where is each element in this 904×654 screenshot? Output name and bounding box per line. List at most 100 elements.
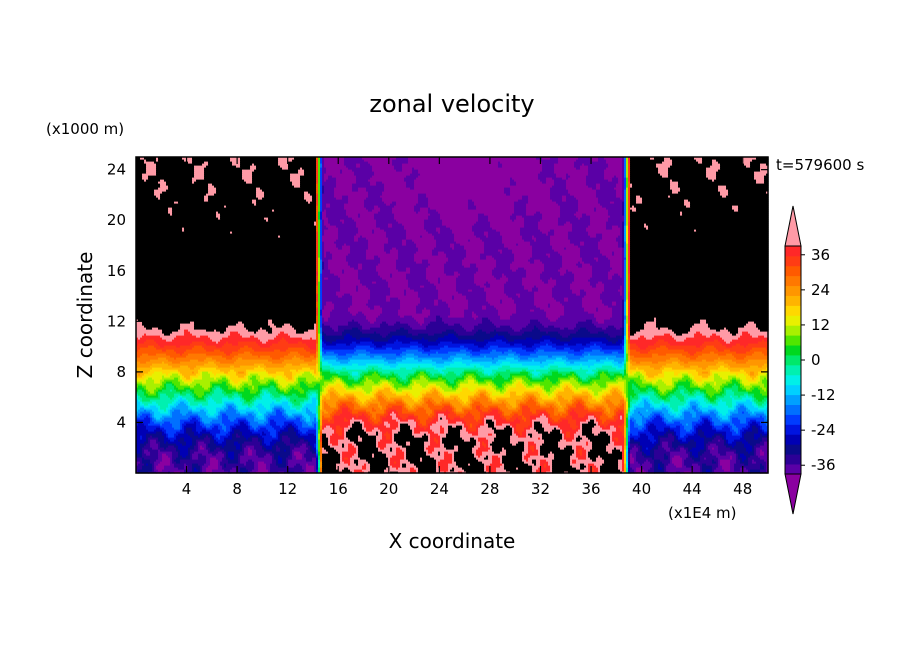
field-cell [318, 397, 321, 400]
field-cell [524, 455, 531, 458]
field-cell [558, 391, 575, 394]
field-cell [560, 383, 565, 386]
field-cell [254, 395, 261, 398]
field-cell [322, 459, 341, 462]
field-cell [318, 457, 321, 460]
field-cell [192, 407, 197, 410]
field-cell [482, 441, 485, 444]
field-cell [624, 381, 627, 384]
field-cell [322, 433, 327, 436]
field-cell [228, 435, 233, 438]
field-cell [270, 431, 277, 434]
field-cell [476, 443, 481, 446]
field-cell [158, 445, 161, 448]
field-cell [414, 463, 437, 466]
field-cell [244, 397, 253, 400]
field-cell [344, 457, 349, 460]
field-cell [582, 433, 595, 436]
field-cell [318, 389, 321, 392]
field-cell [732, 399, 747, 402]
field-cell [748, 423, 751, 426]
field-cell [226, 413, 241, 416]
field-cell [626, 449, 629, 452]
field-cell [296, 393, 307, 396]
field-cell [504, 463, 529, 466]
field-cell [632, 467, 637, 470]
field-cell [350, 427, 363, 430]
field-cell [372, 387, 377, 390]
field-cell [316, 461, 319, 464]
field-cell [708, 419, 711, 422]
field-cell [302, 467, 307, 470]
field-cell [318, 395, 321, 398]
field-cell [472, 403, 483, 406]
field-cell [350, 463, 357, 466]
field-cell [642, 427, 647, 430]
field-cell [230, 377, 247, 380]
field-cell [300, 385, 309, 388]
field-cell [530, 417, 537, 420]
field-cell [480, 407, 491, 410]
field-cell [756, 397, 765, 400]
field-cell [734, 409, 739, 412]
field-cell [168, 455, 173, 458]
field-cell [150, 399, 175, 402]
field-cell [168, 411, 171, 414]
field-cell [378, 433, 383, 436]
field-cell [684, 459, 695, 462]
field-cell [468, 411, 471, 414]
field-cell [262, 395, 271, 398]
field-cell [178, 445, 191, 448]
field-cell [738, 407, 747, 410]
field-cell [482, 421, 485, 424]
field-cell [362, 467, 367, 470]
field-cell [448, 385, 453, 388]
field-cell [764, 443, 769, 446]
field-cell [552, 451, 575, 454]
field-cell [378, 445, 387, 448]
field-cell [180, 449, 189, 452]
field-cell [382, 381, 389, 384]
field-cell [492, 461, 501, 464]
field-cell [562, 419, 569, 422]
field-cell [430, 413, 435, 416]
field-cell [362, 437, 377, 440]
field-cell [428, 413, 431, 416]
field-cell [278, 379, 287, 382]
field-cell [570, 459, 573, 462]
field-cell [274, 381, 277, 384]
field-cell [746, 447, 753, 450]
field-cell [376, 415, 381, 418]
field-cell [392, 411, 395, 414]
field-cell [274, 443, 287, 446]
field-cell [704, 445, 707, 448]
field-cell [572, 383, 581, 386]
field-cell [138, 395, 141, 398]
field-cell [404, 453, 407, 456]
field-cell [616, 439, 619, 442]
field-cell [172, 411, 181, 414]
field-cell [530, 447, 535, 450]
field-cell [646, 427, 649, 430]
field-cell [232, 391, 239, 394]
field-cell [546, 463, 549, 466]
field-cell [652, 385, 659, 388]
field-cell [750, 423, 759, 426]
field-cell [658, 389, 661, 392]
field-cell [306, 411, 313, 414]
field-cell [296, 433, 301, 436]
field-cell [348, 437, 359, 440]
field-cell [478, 389, 487, 392]
field-cell [684, 427, 693, 430]
field-cell [620, 427, 625, 430]
field-cell [262, 441, 265, 444]
field-cell [266, 411, 273, 414]
field-cell [150, 405, 157, 408]
field-cell [472, 433, 479, 436]
field-cell [492, 457, 501, 460]
field-cell [400, 425, 411, 428]
field-cell [348, 443, 353, 446]
field-cell [700, 391, 705, 394]
field-cell [632, 395, 635, 398]
field-cell [590, 457, 597, 460]
